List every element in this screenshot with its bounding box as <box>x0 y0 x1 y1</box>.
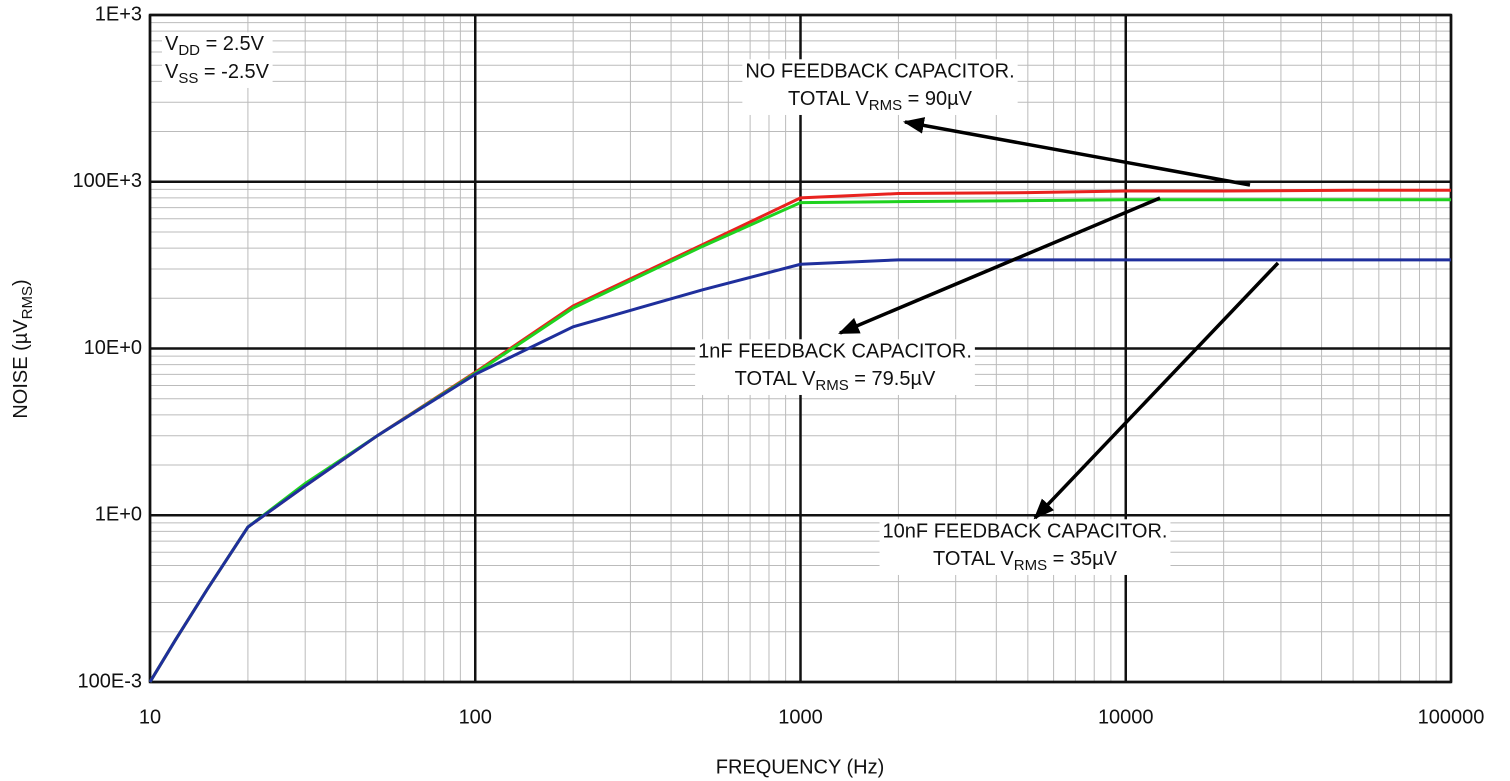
subscript: SS <box>178 70 198 87</box>
annotation-text: TOTAL VRMS = 79.5µV <box>735 368 936 394</box>
text-part: NOISE (µV <box>10 319 32 419</box>
subscript: RMS <box>19 286 36 319</box>
arrow <box>838 196 1161 335</box>
x-tick-label: 10000 <box>1098 706 1154 728</box>
annotation-text: 1nF FEEDBACK CAPACITOR. <box>698 340 972 362</box>
arrow <box>1033 261 1280 520</box>
text-part: V <box>165 61 179 83</box>
annotation-bg <box>162 32 273 88</box>
annotation-text: VSS = -2.5V <box>165 61 270 87</box>
y-tick-label: 1E+3 <box>95 3 142 25</box>
annotation: 1nF FEEDBACK CAPACITOR. TOTAL VRMS = 79.5… <box>695 339 975 395</box>
annotation-text: 10nF FEEDBACK CAPACITOR. <box>883 520 1168 542</box>
annotation: NO FEEDBACK CAPACITOR. TOTAL VRMS = 90µV <box>742 59 1018 115</box>
annotation-bg <box>742 59 1018 115</box>
series-line <box>148 258 1451 683</box>
subscript: DD <box>178 42 200 59</box>
x-tick-label: 100000 <box>1418 706 1485 728</box>
annotation-text: VDD = 2.5V <box>165 33 265 59</box>
text-part: TOTAL V <box>933 548 1014 570</box>
text-part: = -2.5V <box>198 61 269 83</box>
x-axis-title: FREQUENCY (Hz) <box>716 756 885 778</box>
annotation-bg <box>879 519 1171 575</box>
text-part: = 79.5µV <box>849 368 936 390</box>
annotation-text: TOTAL VRMS = 90µV <box>788 88 973 114</box>
x-tick-label: 100 <box>459 706 492 728</box>
x-tick-label: 1000 <box>778 706 823 728</box>
text-part: = 2.5V <box>200 33 265 55</box>
subscript: RMS <box>1014 557 1047 574</box>
text-part: ) <box>10 279 32 286</box>
text-part: TOTAL V <box>788 88 869 110</box>
annotation: 10nF FEEDBACK CAPACITOR. TOTAL VRMS = 35µ… <box>879 519 1171 575</box>
annotation-text: NO FEEDBACK CAPACITOR. <box>745 60 1014 82</box>
subscript: RMS <box>815 377 848 394</box>
x-tick-label: 10 <box>139 706 161 728</box>
text-part: = 35µV <box>1047 548 1118 570</box>
text-part: = 90µV <box>902 88 973 110</box>
y-tick-label: 100E+3 <box>72 170 142 192</box>
annotation-bg <box>695 339 975 395</box>
y-tick-label: 10E+0 <box>84 337 142 359</box>
text-part: TOTAL V <box>735 368 816 390</box>
y-tick-label: 100E-3 <box>78 670 143 692</box>
subscript: RMS <box>869 97 902 114</box>
y-axis-title: NOISE (µVRMS) <box>10 279 36 418</box>
y-tick-label: 1E+0 <box>95 504 142 526</box>
arrow <box>902 117 1251 187</box>
plot-frame <box>148 13 1453 684</box>
annotation-text: TOTAL VRMS = 35µV <box>933 548 1118 574</box>
text-part: V <box>165 33 179 55</box>
